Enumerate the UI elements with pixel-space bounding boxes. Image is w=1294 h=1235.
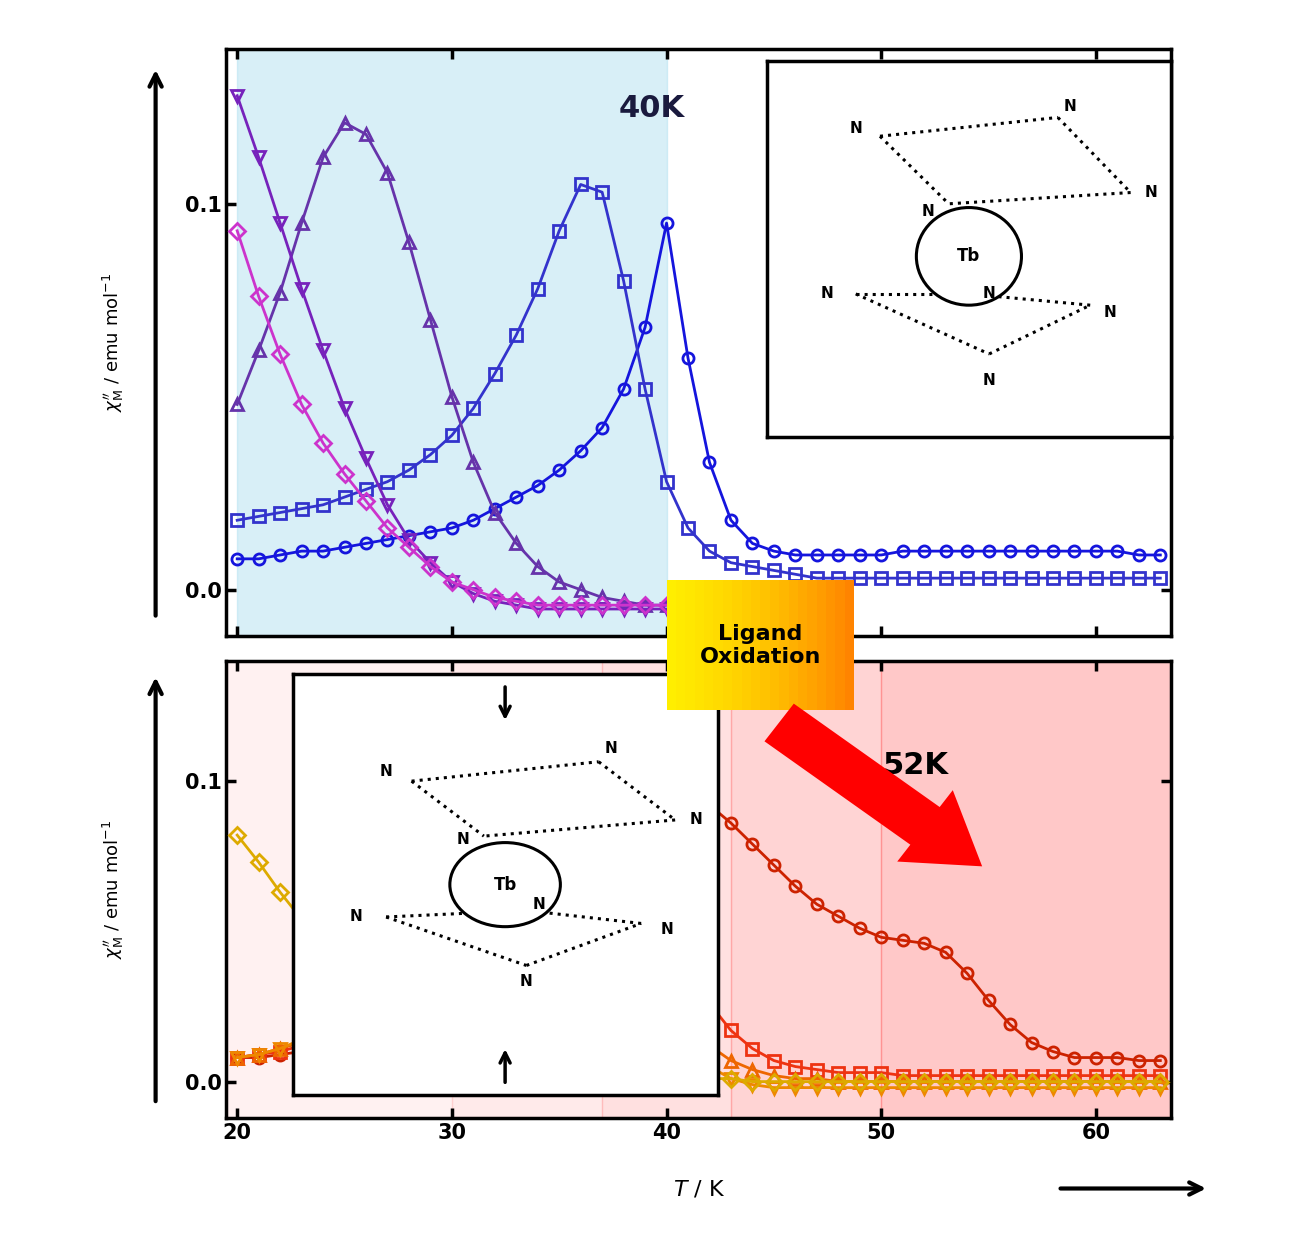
FancyBboxPatch shape: [666, 580, 854, 710]
Text: Ligand
Oxidation: Ligand Oxidation: [700, 624, 822, 667]
Text: $\chi_{\rm M}''$ / emu mol$^{-1}$: $\chi_{\rm M}''$ / emu mol$^{-1}$: [101, 273, 126, 412]
FancyBboxPatch shape: [845, 580, 854, 710]
Bar: [602, 661, 731, 1118]
FancyBboxPatch shape: [761, 580, 770, 710]
Bar: [731, 661, 881, 1118]
FancyBboxPatch shape: [741, 580, 751, 710]
FancyBboxPatch shape: [817, 580, 826, 710]
FancyBboxPatch shape: [826, 580, 836, 710]
FancyBboxPatch shape: [807, 580, 817, 710]
FancyBboxPatch shape: [723, 580, 732, 710]
Text: 52K: 52K: [883, 751, 949, 781]
Text: $\chi_{\rm M}''$ / emu mol$^{-1}$: $\chi_{\rm M}''$ / emu mol$^{-1}$: [101, 820, 126, 958]
Text: 40K: 40K: [619, 94, 685, 122]
FancyBboxPatch shape: [788, 580, 798, 710]
FancyBboxPatch shape: [713, 580, 723, 710]
FancyBboxPatch shape: [836, 580, 845, 710]
FancyBboxPatch shape: [751, 580, 761, 710]
FancyBboxPatch shape: [704, 580, 713, 710]
Bar: [237, 49, 666, 636]
FancyBboxPatch shape: [798, 580, 807, 710]
Bar: [452, 661, 602, 1118]
FancyBboxPatch shape: [779, 580, 788, 710]
FancyBboxPatch shape: [732, 580, 741, 710]
Text: $\it{T}$ / K: $\it{T}$ / K: [673, 1178, 725, 1199]
Bar: [226, 661, 452, 1118]
FancyBboxPatch shape: [686, 580, 695, 710]
FancyArrow shape: [765, 704, 982, 867]
FancyBboxPatch shape: [770, 580, 779, 710]
FancyBboxPatch shape: [695, 580, 704, 710]
Bar: [881, 661, 1171, 1118]
